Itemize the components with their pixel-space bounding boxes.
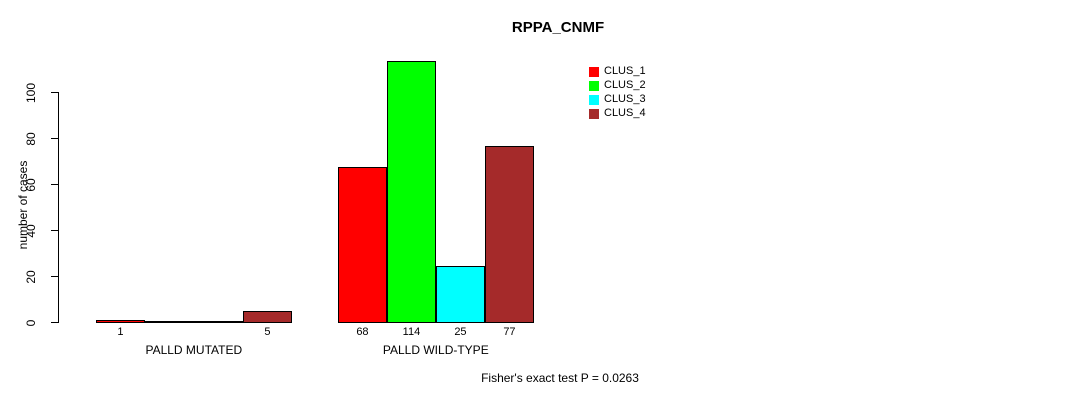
y-tick-mark [51,92,58,93]
chart-title: RPPA_CNMF [511,19,605,36]
legend-item-clus_3: CLUS_3 [589,94,646,105]
zero-bar-clus_3-group1 [194,321,244,323]
y-tick-label: 100 [24,82,38,103]
bar-clus_4-group1 [243,311,292,323]
bar-clus_1-group1 [96,320,145,323]
bar-value-label: 114 [402,326,421,338]
footnote-text: Fisher's exact test P = 0.0263 [481,371,639,385]
legend-swatch-icon [589,66,599,77]
y-tick-label: 40 [24,223,38,238]
legend-swatch-icon [589,94,599,105]
legend-item-clus_4: CLUS_4 [589,108,646,119]
y-axis-line [58,92,59,323]
x-group-label: PALLD MUTATED [145,343,243,357]
y-tick-mark [51,138,58,139]
legend-swatch-icon [589,80,599,91]
y-tick-mark [51,276,58,277]
bar-value-label: 5 [264,326,271,338]
y-tick-label: 0 [24,319,38,326]
legend-label: CLUS_1 [604,65,646,77]
legend-item-clus_2: CLUS_2 [589,80,646,91]
y-tick-mark [51,184,58,185]
bar-value-label: 77 [503,326,516,338]
y-tick-label: 60 [24,177,38,192]
bar-value-label: 25 [454,326,467,338]
bar-clus_1-group2 [338,167,387,323]
bar-clus_4-group2 [485,146,534,323]
y-tick-label: 80 [24,131,38,146]
legend-label: CLUS_3 [604,93,646,105]
bar-value-label: 68 [356,326,369,338]
legend-swatch-icon [589,108,599,119]
bar-clus_2-group2 [387,61,436,323]
y-tick-mark [51,322,58,323]
bar-value-label: 1 [117,326,124,338]
y-tick-mark [51,230,58,231]
y-tick-label: 20 [24,269,38,284]
bar-clus_3-group2 [436,266,485,323]
legend-label: CLUS_2 [604,79,646,91]
x-group-label: PALLD WILD-TYPE [382,343,489,357]
legend-item-clus_1: CLUS_1 [589,66,646,77]
legend-label: CLUS_4 [604,107,646,119]
zero-bar-clus_2-group1 [145,321,195,323]
